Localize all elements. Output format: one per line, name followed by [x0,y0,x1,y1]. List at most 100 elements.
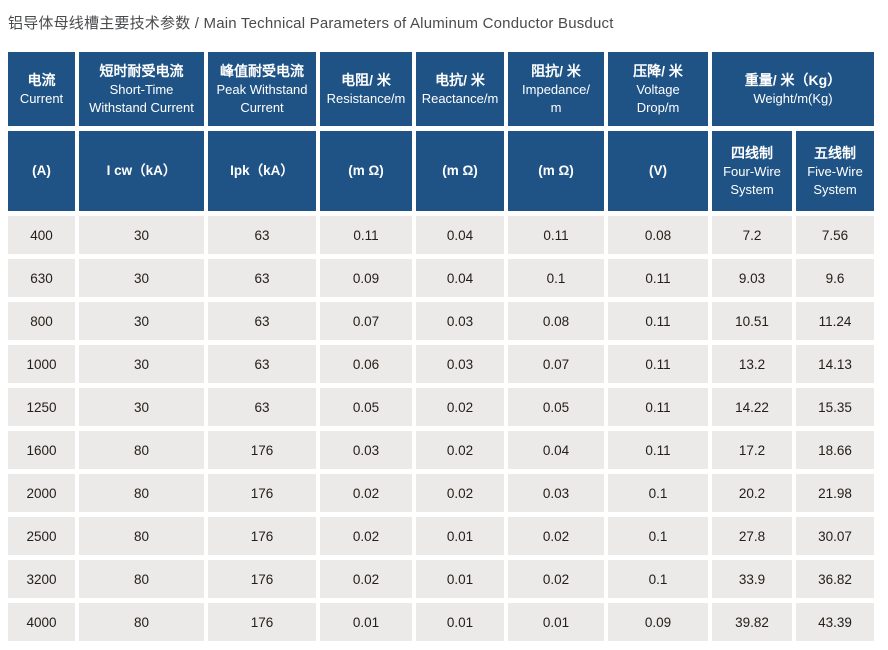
table-cell: 13.2 [712,345,792,383]
unit-voltage-v: (V) [608,131,708,211]
subheader-four-wire-zh: 四线制 [731,144,773,161]
unit-icw-ka: I cw（kA） [79,131,204,211]
unit-impedance-mohm: (m Ω) [508,131,604,211]
table-row: 2000 80 176 0.02 0.02 0.03 0.1 20.2 21.98 [8,474,875,512]
table-cell: 176 [208,560,316,598]
table-cell: 9.6 [796,259,875,297]
unit-ipk-ka-label: Ipk（kA） [230,163,294,178]
subheader-four-wire-system: 四线制 Four-Wire System [712,131,792,211]
table-cell: 630 [8,259,75,297]
table-cell: 80 [79,474,204,512]
header-weight-en: Weight/m(Kg) [753,90,833,106]
subheader-five-wire-en: Five-Wire System [807,163,863,197]
header-short-time-withstand-current: 短时耐受电流 Short-Time Withstand Current [79,52,204,126]
header-peak-zh: 峰值耐受电流 [220,62,304,79]
table-cell: 0.02 [416,388,504,426]
table-cell: 0.11 [320,216,412,254]
table-cell: 0.01 [508,603,604,641]
header-resistance-zh: 电阻/ 米 [341,71,391,88]
table-cell: 176 [208,517,316,555]
unit-resistance-mohm-label: (m Ω) [348,163,384,178]
table-cell: 17.2 [712,431,792,469]
table-cell: 176 [208,603,316,641]
table-cell: 0.11 [508,216,604,254]
table-row: 1600 80 176 0.03 0.02 0.04 0.11 17.2 18.66 [8,431,875,469]
table-cell: 2500 [8,517,75,555]
header-current: 电流 Current [8,52,75,126]
unit-reactance-mohm-label: (m Ω) [442,163,478,178]
header-voltage-drop-zh: 压降/ 米 [633,62,683,79]
table-cell: 0.04 [416,216,504,254]
header-impedance-en: Impedance/ m [522,81,590,115]
subheader-five-wire-zh: 五线制 [814,144,856,161]
table-cell: 14.22 [712,388,792,426]
table-cell: 0.08 [508,302,604,340]
table-row: 3200 80 176 0.02 0.01 0.02 0.1 33.9 36.82 [8,560,875,598]
table-cell: 43.39 [796,603,875,641]
table-cell: 0.11 [608,302,708,340]
table-cell: 176 [208,474,316,512]
table-cell: 0.02 [320,474,412,512]
table-cell: 63 [208,216,316,254]
table-cell: 20.2 [712,474,792,512]
table-cell: 0.03 [416,302,504,340]
table-cell: 33.9 [712,560,792,598]
table-cell: 63 [208,302,316,340]
header-reactance-en: Reactance/m [421,90,499,106]
table-cell: 0.03 [416,345,504,383]
header-impedance: 阻抗/ 米 Impedance/ m [508,52,604,126]
header-row-units: (A) I cw（kA） Ipk（kA） (m Ω) (m Ω) (m Ω) [8,131,875,211]
table-row: 630 30 63 0.09 0.04 0.1 0.11 9.03 9.6 [8,259,875,297]
table-cell: 1600 [8,431,75,469]
header-current-zh: 电流 [27,71,56,88]
header-resistance-en: Resistance/m [326,90,406,106]
header-reactance-zh: 电抗/ 米 [435,71,485,88]
table-cell: 0.01 [416,517,504,555]
table-body: 400 30 63 0.11 0.04 0.11 0.08 7.2 7.56 630 30 63 0.0… [8,216,875,641]
page-title: 铝导体母线槽主要技术参数 / Main Technical Parameters… [8,15,614,32]
table-cell: 400 [8,216,75,254]
unit-current-a: (A) [8,131,75,211]
table-cell: 176 [208,431,316,469]
header-voltage-drop: 压降/ 米 Voltage Drop/m [608,52,708,126]
table-cell: 0.03 [320,431,412,469]
table-cell: 0.02 [416,474,504,512]
table-cell: 10.51 [712,302,792,340]
table-cell: 30 [79,388,204,426]
header-peak-en: Peak Withstand Current [216,81,308,115]
table-cell: 30 [79,345,204,383]
header-resistance: 电阻/ 米 Resistance/m [320,52,412,126]
header-short-time-zh: 短时耐受电流 [99,62,184,79]
table-cell: 0.01 [416,560,504,598]
table-cell: 63 [208,259,316,297]
header-short-time-en: Short-Time Withstand Current [89,81,194,115]
table-cell: 80 [79,517,204,555]
table-cell: 30.07 [796,517,875,555]
table-cell: 27.8 [712,517,792,555]
table-cell: 0.11 [608,431,708,469]
table-cell: 0.07 [320,302,412,340]
table-cell: 0.03 [508,474,604,512]
table-cell: 0.09 [320,259,412,297]
unit-current-a-label: (A) [32,163,51,178]
table-cell: 0.04 [416,259,504,297]
header-row-groups: 电流 Current 短时耐受电流 Short-Time Withstand C… [8,52,875,126]
table-cell: 36.82 [796,560,875,598]
table-cell: 80 [79,560,204,598]
table-cell: 0.02 [320,560,412,598]
table-cell: 2000 [8,474,75,512]
unit-ipk-ka: Ipk（kA） [208,131,316,211]
table-cell: 18.66 [796,431,875,469]
table-cell: 0.1 [608,560,708,598]
table-cell: 7.2 [712,216,792,254]
table-cell: 4000 [8,603,75,641]
table-cell: 1250 [8,388,75,426]
table-cell: 7.56 [796,216,875,254]
table-cell: 0.02 [320,517,412,555]
table-header: 电流 Current 短时耐受电流 Short-Time Withstand C… [8,52,875,211]
subheader-five-wire-system: 五线制 Five-Wire System [796,131,875,211]
table-cell: 0.05 [320,388,412,426]
header-peak-withstand-current: 峰值耐受电流 Peak Withstand Current [208,52,316,126]
table-cell: 80 [79,603,204,641]
table-cell: 800 [8,302,75,340]
